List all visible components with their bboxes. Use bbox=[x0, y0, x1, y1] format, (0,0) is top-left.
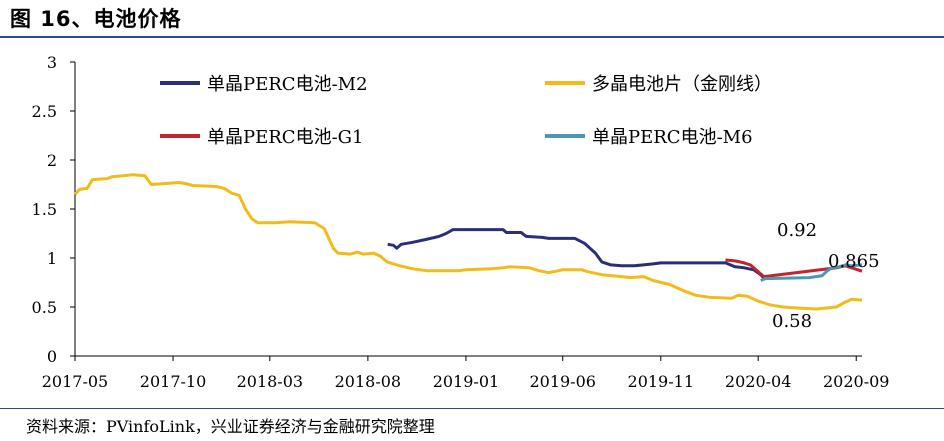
legend-label-m6: 单晶PERC电池-M6 bbox=[592, 127, 753, 148]
y-tick-label: 0 bbox=[47, 347, 57, 366]
legend-label-m2: 单晶PERC电池-M2 bbox=[207, 74, 368, 95]
chart-axes bbox=[74, 62, 862, 357]
x-tick-label: 2019-06 bbox=[529, 372, 595, 391]
x-tick-label: 2017-10 bbox=[140, 372, 206, 391]
y-tick-label: 2.5 bbox=[32, 102, 57, 121]
data-label-0865: 0.865 bbox=[828, 251, 880, 272]
series-line-mono-perc-m6 bbox=[760, 263, 863, 282]
y-tick-label: 2 bbox=[47, 151, 57, 170]
data-label-092: 0.92 bbox=[777, 220, 817, 241]
x-tick-label: 2017-05 bbox=[42, 372, 108, 391]
x-tick-label: 2018-08 bbox=[335, 372, 401, 391]
y-tick-label: 0.5 bbox=[32, 298, 57, 317]
data-label-058: 0.58 bbox=[772, 311, 812, 332]
series-line-mono-perc-m2 bbox=[387, 228, 767, 281]
x-tick-label: 2019-01 bbox=[433, 372, 499, 391]
legend-label-multi: 多晶电池片（金刚线） bbox=[592, 74, 772, 95]
y-tick-label: 1.5 bbox=[32, 200, 57, 219]
line-chart: 0 0.5 1 1.5 2 2.5 3 2017-05 2017-10 2018-03 2018-… bbox=[32, 53, 890, 391]
title-divider bbox=[0, 36, 944, 38]
legend-label-g1: 单晶PERC电池-G1 bbox=[207, 127, 364, 148]
series-line-multi-diamond-wire bbox=[73, 173, 863, 311]
chart-legend: 单晶PERC电池-M2 多晶电池片（金刚线） 单晶PERC电池-G1 单晶PER… bbox=[160, 74, 772, 148]
x-tick-label: 2020-09 bbox=[823, 372, 889, 391]
x-tick-label: 2019-11 bbox=[628, 372, 694, 391]
source-note: 资料来源：PVinfoLink，兴业证券经济与金融研究院整理 bbox=[26, 417, 435, 436]
source-divider bbox=[0, 408, 944, 409]
x-tick-label: 2018-03 bbox=[237, 372, 303, 391]
x-tick-label: 2020-04 bbox=[725, 372, 791, 391]
y-tick-label: 1 bbox=[47, 249, 57, 268]
chart-title: 图 16、电池价格 bbox=[10, 7, 182, 31]
y-tick-label: 3 bbox=[47, 53, 57, 72]
